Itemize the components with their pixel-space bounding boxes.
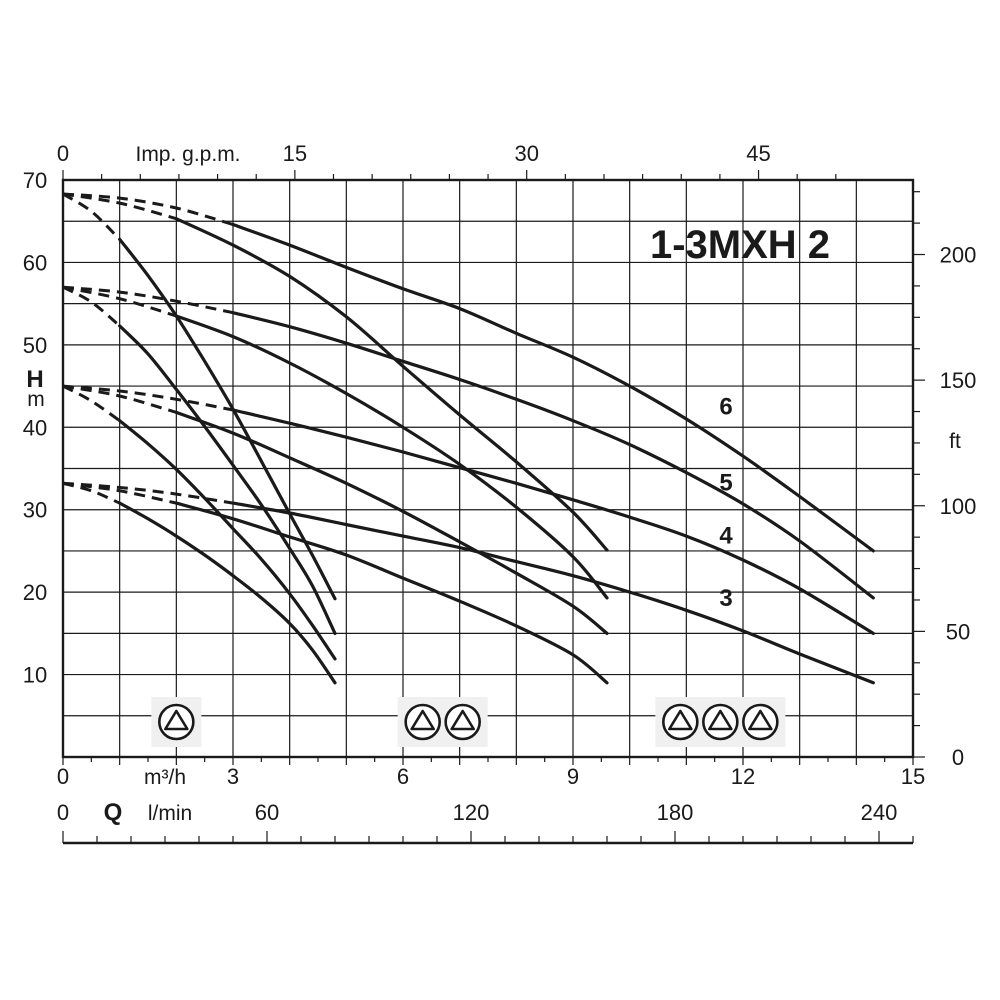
x-top-tick-label: 45 bbox=[746, 141, 770, 166]
pump-symbol-icon bbox=[662, 703, 699, 741]
model-title: 1-3MXH 2 bbox=[650, 223, 830, 267]
curve-3MXH-3-dashed bbox=[62, 481, 234, 505]
y-left-tick-label: 30 bbox=[23, 498, 47, 523]
curves bbox=[62, 192, 875, 685]
y-left-tick-label: 10 bbox=[23, 663, 47, 688]
curve-3MXH-6 bbox=[231, 222, 875, 553]
x-top-tick-label: 30 bbox=[514, 141, 538, 166]
curve-label-4: 4 bbox=[719, 522, 733, 549]
pump-triangle-icon bbox=[748, 709, 773, 731]
y-axis-unit: m bbox=[27, 388, 45, 411]
curve-1MXH-6 bbox=[118, 237, 337, 601]
curve-1MXH-4 bbox=[118, 419, 337, 661]
x-top-tick-label: 0 bbox=[57, 141, 69, 166]
curve-1MXH-3 bbox=[118, 501, 337, 685]
x-lmin-tick-label: 180 bbox=[657, 800, 694, 825]
y-left-tick-label: 60 bbox=[23, 250, 47, 275]
x-m3h-tick-label: 12 bbox=[731, 764, 755, 789]
y-left-tick-label: 50 bbox=[23, 333, 47, 358]
curve-label-5: 5 bbox=[719, 470, 732, 497]
y-left-tick-label: 70 bbox=[23, 168, 47, 193]
x-m3h-tick-label: 6 bbox=[397, 764, 409, 789]
pump-triangle-icon bbox=[164, 709, 189, 731]
grid bbox=[62, 170, 913, 757]
x-lmin-tick-label: 0 bbox=[57, 800, 69, 825]
pump-symbol-icon bbox=[404, 703, 441, 741]
bottom-axes bbox=[62, 757, 914, 845]
x-lmin-unit: l/min bbox=[148, 802, 192, 825]
x-lmin-tick-label: 120 bbox=[453, 800, 490, 825]
curve-3MXH-6-dashed bbox=[62, 192, 234, 226]
y-right-tick-label: 100 bbox=[940, 494, 977, 519]
y-right-tick-label: 200 bbox=[940, 243, 977, 268]
pump-markers bbox=[151, 697, 786, 747]
curve-2MXH-4 bbox=[174, 410, 609, 635]
curve-2MXH-6-dashed bbox=[62, 192, 177, 221]
curve-2MXH-3-dashed bbox=[62, 481, 177, 505]
y-left-tick-label: 40 bbox=[23, 415, 47, 440]
curve-1MXH-4-dashed bbox=[62, 384, 121, 422]
curve-3MXH-5-dashed bbox=[62, 285, 234, 315]
pump-symbol-icon bbox=[742, 703, 779, 741]
pump-symbol-icon bbox=[444, 703, 481, 741]
curve-2MXH-3 bbox=[174, 501, 609, 685]
curve-2MXH-5 bbox=[174, 314, 609, 600]
x-m3h-tick-label: 3 bbox=[227, 764, 239, 789]
curve-label-6: 6 bbox=[719, 394, 732, 421]
curve-2MXH-5-dashed bbox=[62, 285, 177, 318]
curve-3MXH-4-dashed bbox=[62, 384, 234, 412]
x-q-letter: Q bbox=[104, 799, 123, 826]
y-right-tick-label: 150 bbox=[940, 368, 977, 393]
pump-triangle-icon bbox=[450, 709, 475, 731]
x-m3h-tick-label: 0 bbox=[57, 764, 69, 789]
curve-2MXH-6 bbox=[174, 217, 609, 552]
y-axis-letter: H bbox=[26, 366, 43, 393]
y-right-tick-label: 0 bbox=[952, 745, 964, 770]
pump-triangle-icon bbox=[668, 709, 693, 731]
pump-symbol-icon bbox=[702, 703, 739, 741]
x-lmin-tick-label: 240 bbox=[861, 800, 898, 825]
x-top-unit: Imp. g.p.m. bbox=[135, 143, 240, 166]
curve-1MXH-5-dashed bbox=[62, 285, 121, 328]
pump-triangle-icon bbox=[410, 709, 435, 731]
curve-3MXH-4 bbox=[231, 408, 875, 635]
curve-2MXH-4-dashed bbox=[62, 384, 177, 414]
y-right-tick-label: 50 bbox=[946, 619, 970, 644]
curve-1MXH-5 bbox=[118, 324, 337, 635]
x-lmin-tick-label: 60 bbox=[255, 800, 279, 825]
x-m3h-tick-label: 15 bbox=[901, 764, 925, 789]
curve-3MXH-5 bbox=[231, 311, 875, 600]
curve-3MXH-3 bbox=[231, 501, 875, 685]
curve-1MXH-6-dashed bbox=[62, 192, 121, 241]
x-top-tick-label: 15 bbox=[283, 141, 307, 166]
pump-symbol-icon bbox=[158, 703, 195, 741]
pump-triangle-icon bbox=[708, 709, 733, 731]
curve-label-3: 3 bbox=[719, 585, 732, 612]
y-right-unit: ft bbox=[949, 430, 961, 453]
x-m3h-unit: m³/h bbox=[144, 766, 186, 789]
right-axis-ticks bbox=[913, 191, 925, 758]
x-m3h-tick-label: 9 bbox=[567, 764, 579, 789]
y-left-tick-label: 20 bbox=[23, 580, 47, 605]
